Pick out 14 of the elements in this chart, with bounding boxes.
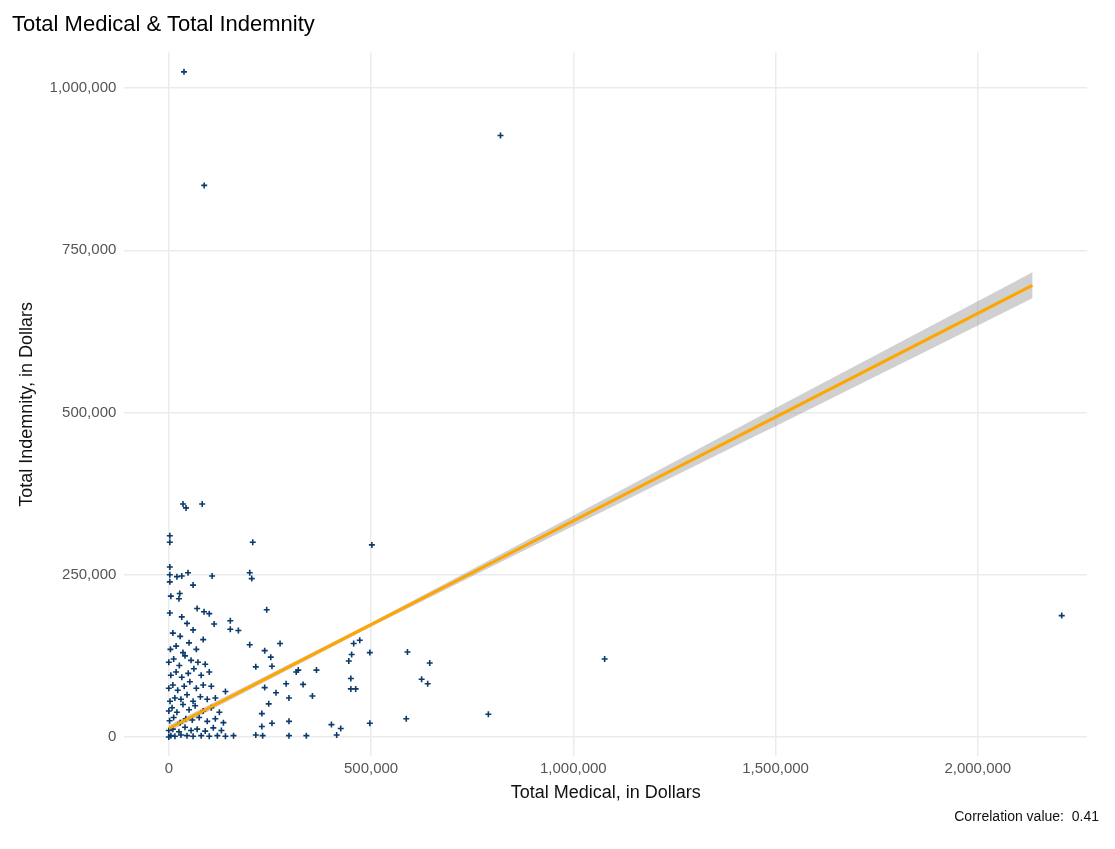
y-tick-label: 750,000 — [62, 240, 117, 258]
x-tick-label: 1,000,000 — [539, 758, 607, 776]
x-axis-title: Total Medical, in Dollars — [510, 782, 701, 803]
x-tick-label: 1,500,000 — [742, 758, 809, 776]
text: Correlation value: 0.41 — [953, 808, 1100, 824]
y-tick-label: 250,000 — [62, 564, 117, 582]
x-tick-label: 0 — [164, 758, 173, 776]
y-axis-title: Total Indemnity, in Dollars — [15, 302, 36, 507]
y-tick-label: 500,000 — [62, 402, 117, 420]
x-tick-label: 2,000,000 — [944, 758, 1012, 776]
chart-title: Total Medical & Total Indemnity — [12, 11, 315, 37]
y-tick-label: 0 — [107, 727, 117, 745]
y-tick-label: 1,000,000 — [49, 78, 117, 96]
x-tick-label: 500,000 — [343, 758, 399, 776]
